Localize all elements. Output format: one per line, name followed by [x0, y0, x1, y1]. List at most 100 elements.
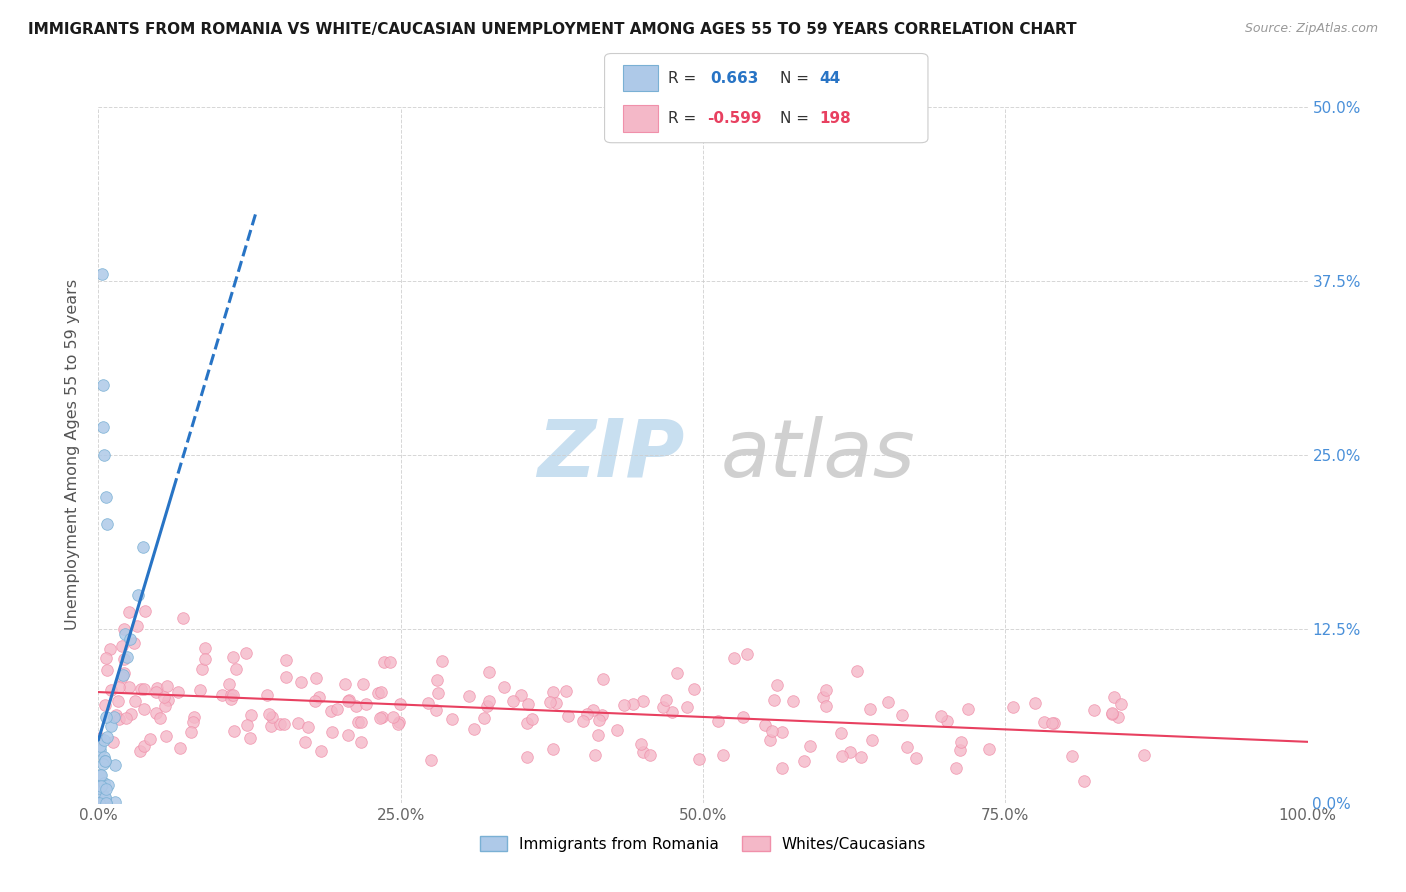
Point	[112, 651, 135, 665]
Point	[118, 632, 141, 646]
Text: 0.663: 0.663	[710, 70, 758, 86]
Point	[538, 695, 561, 709]
Point	[191, 662, 214, 676]
Point	[799, 739, 821, 753]
Point	[688, 752, 710, 766]
Point	[588, 728, 610, 742]
Point	[543, 741, 565, 756]
Point	[120, 706, 142, 721]
Point	[221, 649, 243, 664]
Point	[308, 690, 330, 704]
Point	[260, 718, 283, 732]
Point	[309, 743, 332, 757]
Point	[416, 696, 439, 710]
Point	[89, 768, 111, 782]
Point	[124, 694, 146, 708]
Point	[661, 705, 683, 719]
Legend: Immigrants from Romania, Whites/Caucasians: Immigrants from Romania, Whites/Caucasia…	[474, 830, 932, 858]
Point	[188, 683, 211, 698]
Point	[1001, 700, 1024, 714]
Point	[606, 723, 628, 737]
Point	[766, 677, 789, 691]
Point	[510, 689, 533, 703]
Point	[183, 714, 205, 729]
Point	[91, 378, 114, 392]
Point	[155, 729, 177, 743]
Point	[1060, 748, 1083, 763]
Point	[287, 716, 309, 731]
Point	[111, 670, 134, 684]
Point	[107, 693, 129, 707]
Point	[155, 699, 177, 714]
Point	[838, 745, 860, 759]
Point	[114, 626, 136, 640]
Point	[425, 703, 447, 717]
Point	[426, 673, 449, 687]
Point	[1040, 716, 1063, 731]
Point	[630, 737, 652, 751]
Point	[127, 588, 149, 602]
Point	[93, 756, 115, 771]
Point	[219, 689, 242, 703]
Point	[380, 655, 402, 669]
Point	[321, 704, 343, 718]
Point	[118, 606, 141, 620]
Point	[814, 682, 837, 697]
Text: N =: N =	[780, 111, 814, 126]
Point	[890, 708, 912, 723]
Point	[811, 690, 834, 704]
Point	[631, 745, 654, 759]
Point	[219, 691, 242, 706]
Point	[945, 761, 967, 775]
Point	[321, 725, 343, 739]
Point	[949, 743, 972, 757]
Point	[1101, 706, 1123, 721]
Y-axis label: Unemployment Among Ages 55 to 59 years: Unemployment Among Ages 55 to 59 years	[65, 279, 80, 631]
Point	[149, 711, 172, 725]
Point	[478, 665, 501, 680]
Point	[276, 653, 298, 667]
Point	[211, 688, 233, 702]
Point	[273, 716, 295, 731]
Point	[297, 720, 319, 734]
Point	[592, 672, 614, 686]
Point	[94, 796, 117, 810]
Point	[655, 693, 678, 707]
Text: ZIP: ZIP	[537, 416, 685, 494]
Point	[235, 646, 257, 660]
Point	[100, 682, 122, 697]
Text: R =: R =	[668, 111, 702, 126]
Point	[97, 778, 120, 792]
Point	[112, 665, 135, 680]
Point	[156, 679, 179, 693]
Point	[274, 670, 297, 684]
Point	[770, 724, 793, 739]
Text: N =: N =	[780, 70, 814, 86]
Point	[683, 682, 706, 697]
Point	[516, 715, 538, 730]
Point	[337, 692, 360, 706]
Point	[103, 795, 125, 809]
Point	[830, 726, 852, 740]
Point	[420, 753, 443, 767]
Point	[472, 711, 495, 725]
Point	[169, 740, 191, 755]
Point	[89, 796, 111, 810]
Point	[475, 698, 498, 713]
Point	[87, 796, 110, 810]
Point	[516, 749, 538, 764]
Point	[546, 696, 568, 710]
Point	[96, 664, 118, 678]
Point	[1033, 714, 1056, 729]
Text: atlas: atlas	[721, 416, 915, 494]
Point	[1102, 690, 1125, 705]
Point	[588, 713, 610, 727]
Point	[93, 448, 115, 462]
Point	[94, 698, 117, 712]
Point	[110, 639, 132, 653]
Point	[262, 710, 284, 724]
Point	[631, 694, 654, 708]
Point	[621, 698, 644, 712]
Point	[463, 722, 485, 736]
Point	[94, 710, 117, 724]
